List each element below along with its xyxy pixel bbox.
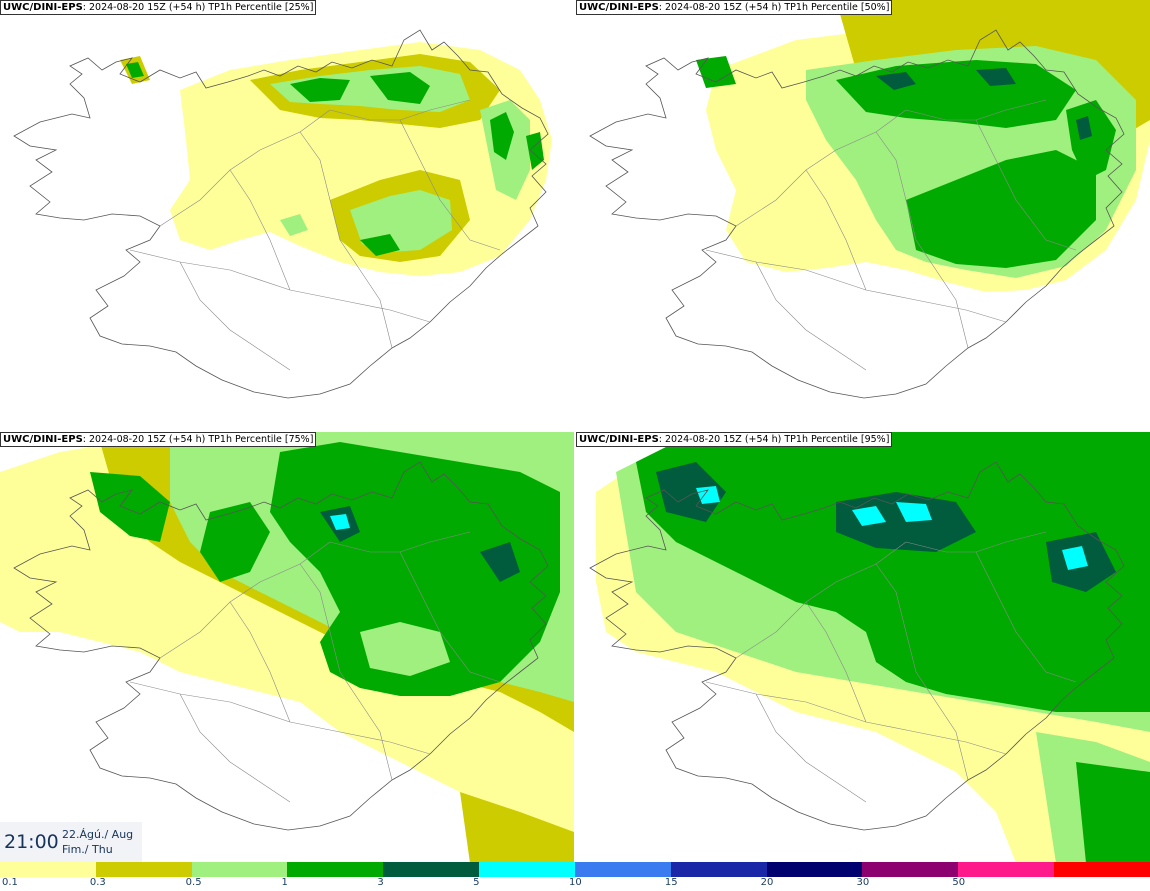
panel-divider-horizontal bbox=[0, 431, 1150, 432]
precip-map-p25 bbox=[13, 29, 552, 399]
valid-date-line2: Fim./ Thu bbox=[62, 843, 113, 856]
model-name: UWC/DINI-EPS bbox=[3, 2, 83, 13]
legend-swatch bbox=[95, 862, 192, 877]
product-label: TP1h Percentile [50%] bbox=[784, 2, 890, 13]
legend-tick-label: 3 bbox=[377, 877, 384, 888]
legend-swatch bbox=[287, 862, 384, 877]
panel-title: UWC/DINI-EPS: 2024-08-20 15Z (+54 h) TP1… bbox=[576, 432, 893, 447]
precip-color-legend bbox=[0, 862, 1150, 877]
legend-swatch bbox=[383, 862, 480, 877]
precip-map-p50 bbox=[589, 0, 1150, 399]
legend-swatch bbox=[1054, 862, 1150, 877]
legend-swatch bbox=[0, 862, 96, 877]
legend-tick-label: 15 bbox=[664, 877, 678, 888]
precip-fill-p95 bbox=[576, 432, 1150, 863]
valid-time: 21:00 bbox=[4, 831, 59, 853]
panel-title: UWC/DINI-EPS: 2024-08-20 15Z (+54 h) TP1… bbox=[576, 0, 893, 15]
precip-map-p95 bbox=[576, 432, 1150, 863]
legend-swatch bbox=[670, 862, 767, 877]
legend-swatch bbox=[191, 862, 288, 877]
valid-date: 22.Ágú./ Aug Fim./ Thu bbox=[62, 827, 133, 857]
legend-tick-label: 0.1 bbox=[2, 877, 18, 888]
run-info: : 2024-08-20 15Z (+54 h) bbox=[82, 434, 206, 445]
precip-fill-p50 bbox=[696, 0, 1150, 292]
map-panel-p50: UWC/DINI-EPS: 2024-08-20 15Z (+54 h) TP1… bbox=[576, 0, 1150, 431]
legend-tick-label: 5 bbox=[473, 877, 480, 888]
model-name: UWC/DINI-EPS bbox=[3, 434, 83, 445]
legend-tick-labels: 0.1 0.3 0.5 1 3 5 10 15 20 30 50 bbox=[0, 877, 1150, 891]
map-panel-p75: UWC/DINI-EPS: 2024-08-20 15Z (+54 h) TP1… bbox=[0, 432, 574, 863]
legend-swatch bbox=[574, 862, 671, 877]
legend-swatch bbox=[766, 862, 863, 877]
run-info: : 2024-08-20 15Z (+54 h) bbox=[82, 2, 206, 13]
product-label: TP1h Percentile [95%] bbox=[784, 434, 890, 445]
product-label: TP1h Percentile [25%] bbox=[208, 2, 314, 13]
legend-tick-label: 10 bbox=[569, 877, 582, 888]
legend-swatch bbox=[862, 862, 959, 877]
valid-date-line1: 22.Ágú./ Aug bbox=[62, 828, 134, 841]
model-name: UWC/DINI-EPS bbox=[579, 434, 659, 445]
legend-tick-label: 30 bbox=[856, 877, 870, 888]
precip-map-p75 bbox=[0, 432, 574, 863]
valid-time-box: 21:00 22.Ágú./ Aug Fim./ Thu bbox=[0, 822, 142, 862]
legend-tick-label: 0.3 bbox=[89, 877, 106, 888]
map-panel-p25: UWC/DINI-EPS: 2024-08-20 15Z (+54 h) TP1… bbox=[0, 0, 574, 431]
legend-tick-label: 50 bbox=[952, 877, 966, 888]
product-label: TP1h Percentile [75%] bbox=[208, 434, 314, 445]
legend-swatch bbox=[958, 862, 1055, 877]
run-info: : 2024-08-20 15Z (+54 h) bbox=[658, 2, 782, 13]
model-name: UWC/DINI-EPS bbox=[579, 2, 659, 13]
panel-title: UWC/DINI-EPS: 2024-08-20 15Z (+54 h) TP1… bbox=[0, 0, 317, 15]
legend-tick-label: 0.5 bbox=[185, 877, 202, 888]
legend-tick-label: 1 bbox=[281, 877, 288, 888]
legend-swatch bbox=[479, 862, 575, 877]
run-info: : 2024-08-20 15Z (+54 h) bbox=[658, 434, 782, 445]
precip-fill-p25 bbox=[120, 42, 552, 276]
panel-title: UWC/DINI-EPS: 2024-08-20 15Z (+54 h) TP1… bbox=[0, 432, 317, 447]
map-panel-p95: UWC/DINI-EPS: 2024-08-20 15Z (+54 h) TP1… bbox=[576, 432, 1150, 863]
precip-fill-p75 bbox=[0, 432, 574, 863]
legend-tick-label: 20 bbox=[760, 877, 774, 888]
